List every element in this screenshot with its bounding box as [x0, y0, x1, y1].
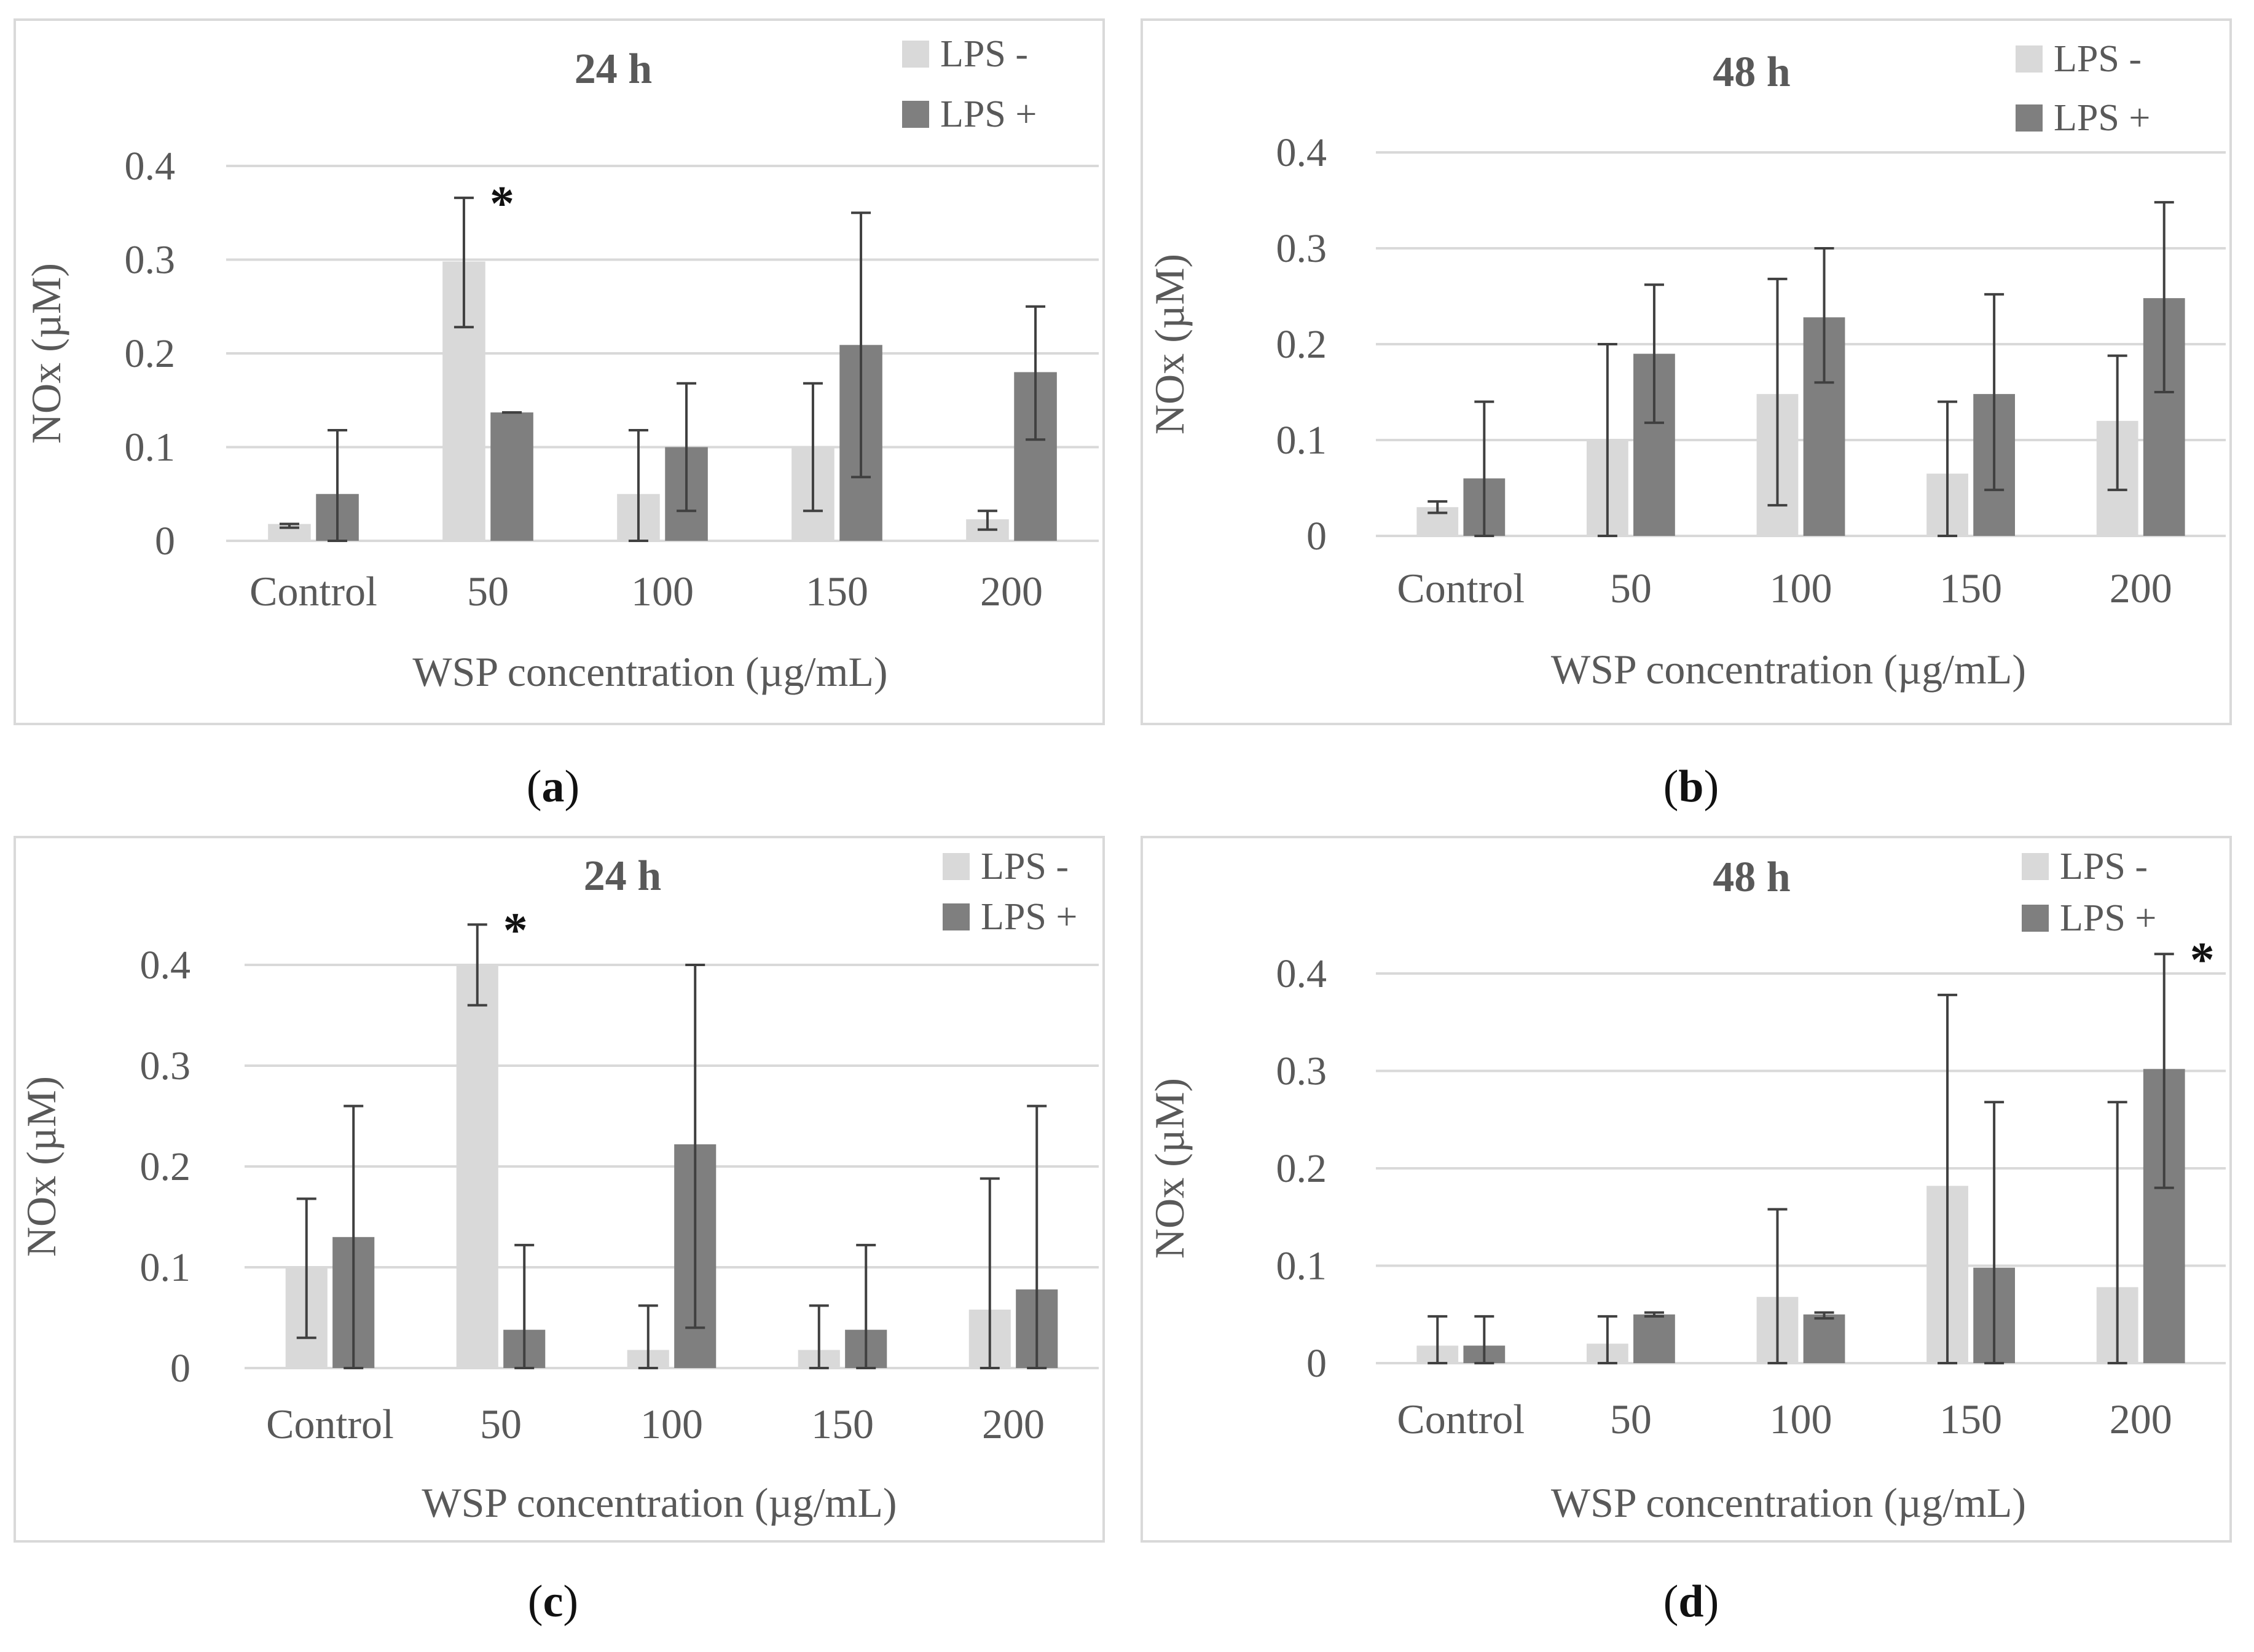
panel-label-c: (c) — [527, 1576, 579, 1627]
significance-marker: * — [2190, 933, 2215, 987]
x-tick-label: 100 — [1770, 1396, 1832, 1442]
x-axis-label: WSP concentration (µg/mL) — [1551, 1479, 2026, 1526]
x-tick-label: 50 — [467, 568, 509, 615]
y-tick-label: 0 — [1306, 514, 1327, 559]
x-tick-label: 200 — [982, 1401, 1045, 1447]
significance-marker: * — [490, 177, 514, 231]
x-tick-label: 200 — [2110, 1396, 2172, 1442]
x-tick-label: Control — [266, 1401, 394, 1447]
y-tick-label: 0.2 — [1276, 322, 1327, 367]
chart-panel-c: 0 0.1 0.2 0.3 0.4 Control 50 100 150 200 WSP conce… — [0, 826, 1127, 1652]
legend-swatch-lps-minus — [2022, 853, 2049, 880]
y-tick-label: 0.1 — [1276, 1244, 1327, 1289]
x-tick-label: Control — [1397, 1396, 1525, 1442]
legend-swatch-lps-plus — [2016, 104, 2043, 132]
bar-chart-a: 0 0.1 0.2 0.3 0.4 Control 50 100 150 200 WSP conce… — [23, 33, 1099, 695]
bar-lps-plus-1 — [1633, 1314, 1675, 1363]
legend-label: LPS - — [2054, 38, 2142, 80]
legend-label: LPS - — [981, 846, 1069, 887]
y-tick-label: 0.1 — [1276, 418, 1327, 463]
legend-label: LPS - — [2060, 846, 2148, 887]
legend-swatch-lps-minus — [943, 853, 970, 880]
x-tick-label: 50 — [1610, 565, 1652, 612]
y-tick-label: 0.3 — [140, 1044, 191, 1088]
y-tick-label: 0.1 — [125, 425, 176, 470]
y-tick-label: 0 — [1306, 1341, 1327, 1386]
x-tick-label: 100 — [640, 1401, 703, 1447]
y-tick-label: 0.3 — [1276, 1049, 1327, 1094]
bar-chart-b: 0 0.1 0.2 0.3 0.4 Control 50 100 150 200 WSP conce… — [1146, 38, 2226, 693]
y-tick-label: 0.4 — [1276, 951, 1327, 996]
y-tick-label: 0.2 — [1276, 1146, 1327, 1191]
chart-panel-d: 0 0.1 0.2 0.3 0.4 Control 50 100 150 200 WSP conce… — [1127, 826, 2254, 1652]
y-tick-label: 0.1 — [140, 1245, 191, 1290]
legend-label: LPS + — [2060, 897, 2156, 939]
legend-label: LPS + — [2054, 97, 2150, 139]
panel-label-d: (d) — [1663, 1576, 1719, 1627]
x-axis-label: WSP concentration (µg/mL) — [422, 1479, 897, 1526]
chart-frame — [14, 18, 1105, 725]
y-tick-label: 0.4 — [125, 144, 176, 189]
x-tick-label: 150 — [1939, 1396, 2002, 1442]
x-tick-label: 200 — [980, 568, 1043, 615]
chart-panel-a: 0 0.1 0.2 0.3 0.4 Control 50 100 150 200 WSP conce… — [0, 0, 1127, 826]
x-tick-label: Control — [249, 568, 377, 615]
bar-lps-minus-1 — [456, 965, 498, 1368]
significance-marker: * — [503, 903, 528, 958]
x-tick-label: 150 — [806, 568, 868, 615]
chart-frame — [1141, 836, 2232, 1543]
y-axis-label: NOx (µM) — [1146, 1078, 1193, 1259]
bar-lps-plus-2 — [1803, 1314, 1845, 1363]
x-tick-label: 50 — [480, 1401, 522, 1447]
y-tick-label: 0.4 — [1276, 130, 1327, 175]
chart-title: 24 h — [584, 852, 661, 900]
legend-swatch-lps-minus — [2016, 45, 2043, 73]
x-tick-label: 150 — [1939, 565, 2002, 612]
y-axis-label: NOx (µM) — [1146, 254, 1193, 435]
x-tick-label: 100 — [631, 568, 694, 615]
panel-label-b: (b) — [1663, 761, 1719, 812]
y-tick-label: 0.2 — [125, 331, 176, 376]
x-tick-label: 50 — [1610, 1396, 1652, 1442]
x-tick-label: 200 — [2110, 565, 2172, 612]
panel-label-a: (a) — [526, 761, 580, 812]
x-tick-label: 150 — [811, 1401, 874, 1447]
chart-frame — [1141, 18, 2232, 725]
chart-panel-b: 0 0.1 0.2 0.3 0.4 Control 50 100 150 200 WSP conce… — [1127, 0, 2254, 826]
chart-title: 48 h — [1713, 49, 1790, 96]
x-axis-label: WSP concentration (µg/mL) — [1551, 646, 2026, 693]
y-tick-label: 0.4 — [140, 943, 191, 988]
legend-swatch-lps-plus — [2022, 905, 2049, 932]
bar-lps-plus-1 — [490, 412, 533, 541]
y-tick-label: 0 — [155, 519, 175, 564]
chart-title: 48 h — [1713, 854, 1790, 901]
x-tick-label: Control — [1397, 565, 1525, 612]
legend-label: LPS + — [981, 896, 1077, 938]
y-tick-label: 0.3 — [125, 238, 176, 283]
legend-swatch-lps-plus — [902, 101, 929, 128]
bar-chart-d: 0 0.1 0.2 0.3 0.4 Control 50 100 150 200 WSP conce… — [1146, 846, 2226, 1526]
legend-swatch-lps-plus — [943, 903, 970, 930]
chart-frame — [14, 836, 1105, 1543]
legend-label: LPS + — [940, 93, 1037, 135]
y-axis-label: NOx (µM) — [18, 1076, 65, 1257]
x-tick-label: 100 — [1770, 565, 1832, 612]
bar-chart-c: 0 0.1 0.2 0.3 0.4 Control 50 100 150 200 WSP conce… — [18, 846, 1099, 1526]
legend-swatch-lps-minus — [902, 41, 929, 68]
chart-title: 24 h — [575, 45, 652, 93]
y-axis-label: NOx (µM) — [23, 263, 69, 444]
legend-label: LPS - — [940, 33, 1028, 75]
y-tick-label: 0.3 — [1276, 226, 1327, 271]
x-axis-label: WSP concentration (µg/mL) — [412, 648, 887, 695]
y-tick-label: 0.2 — [140, 1144, 191, 1189]
y-tick-label: 0 — [170, 1346, 190, 1391]
